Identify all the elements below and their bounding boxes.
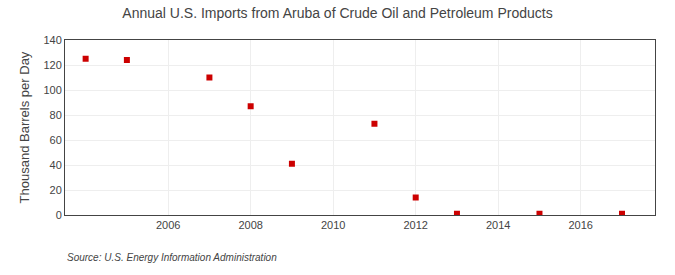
svg-text:0: 0	[56, 209, 62, 221]
svg-text:60: 60	[50, 134, 62, 146]
svg-text:2010: 2010	[321, 219, 345, 231]
svg-text:2016: 2016	[568, 219, 592, 231]
svg-text:Thousand Barrels per Day: Thousand Barrels per Day	[17, 51, 32, 203]
svg-text:100: 100	[43, 84, 61, 96]
svg-text:Annual U.S. Imports from Aruba: Annual U.S. Imports from Aruba of Crude …	[122, 5, 552, 21]
svg-text:20: 20	[50, 184, 62, 196]
svg-text:40: 40	[50, 159, 62, 171]
svg-text:Source: U.S. Energy Informatio: Source: U.S. Energy Information Administ…	[67, 252, 277, 263]
svg-text:2014: 2014	[486, 219, 510, 231]
svg-text:120: 120	[43, 59, 61, 71]
svg-text:2012: 2012	[403, 219, 427, 231]
svg-text:80: 80	[50, 109, 62, 121]
svg-text:140: 140	[43, 34, 61, 46]
svg-text:2008: 2008	[238, 219, 262, 231]
svg-text:2006: 2006	[156, 219, 180, 231]
